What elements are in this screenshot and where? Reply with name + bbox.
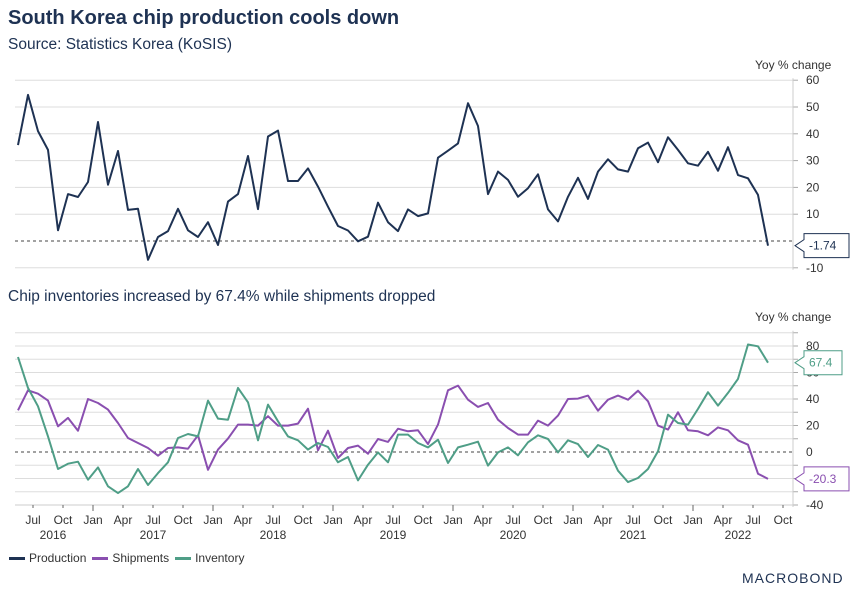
- chart-title: South Korea chip production cools down: [8, 7, 400, 29]
- x-tick-label: Oct: [294, 513, 313, 527]
- y-tick-label: 60: [806, 73, 820, 87]
- last-value-label: -1.74: [809, 239, 837, 253]
- top-axis-unit: Yoy % change: [755, 58, 832, 72]
- legend-item-inventory: Inventory: [175, 551, 244, 565]
- bottom-axis-unit: Yoy % change: [755, 310, 832, 324]
- x-tick-label: Jul: [265, 513, 280, 527]
- legend-swatch-production: [9, 556, 25, 560]
- series-line-production: [17, 93, 769, 261]
- last-value-callout: [794, 233, 850, 259]
- y-tick-label: 80: [806, 339, 820, 353]
- x-tick-label: Jan: [323, 513, 342, 527]
- series-line-shipments: [17, 384, 769, 480]
- x-tick-label: Jul: [505, 513, 520, 527]
- macrobond-logo: MACROBOND: [742, 570, 844, 586]
- y-tick-label: -40: [806, 498, 824, 512]
- last-value-label: -20.3: [809, 472, 837, 486]
- series-line-inventory: [17, 343, 769, 495]
- x-tick-label: Jul: [145, 513, 160, 527]
- x-tick-label: Jul: [745, 513, 760, 527]
- x-year-label: 2022: [725, 528, 752, 542]
- y-tick-label: 40: [806, 392, 820, 406]
- x-tick-label: Jan: [443, 513, 462, 527]
- x-tick-label: Oct: [54, 513, 73, 527]
- y-tick-label: 30: [806, 154, 820, 168]
- chart-source: Source: Statistics Korea (KoSIS): [8, 36, 232, 53]
- x-tick-label: Jan: [683, 513, 702, 527]
- x-tick-label: Apr: [474, 513, 493, 527]
- x-tick-label: Apr: [714, 513, 733, 527]
- y-tick-label: -10: [806, 261, 824, 275]
- x-year-label: 2019: [380, 528, 407, 542]
- legend: Production Shipments Inventory: [9, 551, 244, 565]
- legend-swatch-inventory: [175, 556, 192, 560]
- x-tick-label: Apr: [354, 513, 373, 527]
- x-tick-label: Jan: [563, 513, 582, 527]
- bottom-chart-subtitle: Chip inventories increased by 67.4% whil…: [8, 288, 436, 305]
- legend-swatch-shipments: [92, 556, 109, 560]
- x-tick-label: Apr: [234, 513, 253, 527]
- x-tick-label: Jul: [25, 513, 40, 527]
- x-tick-label: Oct: [534, 513, 553, 527]
- x-tick-label: Jul: [625, 513, 640, 527]
- x-year-label: 2016: [40, 528, 67, 542]
- y-tick-label: 10: [806, 207, 820, 221]
- last-value-callout: [794, 350, 843, 376]
- y-tick-label: 40: [806, 127, 820, 141]
- last-value-callout: [794, 466, 850, 492]
- last-value-label: 67.4: [809, 356, 833, 370]
- x-tick-label: Oct: [174, 513, 193, 527]
- legend-label-inventory: Inventory: [195, 551, 245, 565]
- y-tick-label: 0: [806, 445, 813, 459]
- y-tick-label: 50: [806, 100, 820, 114]
- x-year-label: 2018: [260, 528, 287, 542]
- x-tick-label: Jul: [385, 513, 400, 527]
- x-tick-label: Apr: [114, 513, 133, 527]
- x-tick-label: Apr: [594, 513, 613, 527]
- legend-item-shipments: Shipments: [92, 551, 169, 565]
- x-tick-label: Oct: [414, 513, 433, 527]
- x-year-label: 2020: [500, 528, 527, 542]
- legend-label-shipments: Shipments: [112, 551, 170, 565]
- x-year-label: 2021: [620, 528, 647, 542]
- x-year-label: 2017: [140, 528, 167, 542]
- x-tick-label: Oct: [654, 513, 673, 527]
- y-tick-label: 20: [806, 180, 820, 194]
- legend-label-production: Production: [29, 551, 87, 565]
- x-tick-label: Jan: [83, 513, 102, 527]
- x-tick-label: Oct: [774, 513, 793, 527]
- y-tick-label: 20: [806, 419, 820, 433]
- legend-item-production: Production: [9, 551, 86, 565]
- x-tick-label: Jan: [203, 513, 222, 527]
